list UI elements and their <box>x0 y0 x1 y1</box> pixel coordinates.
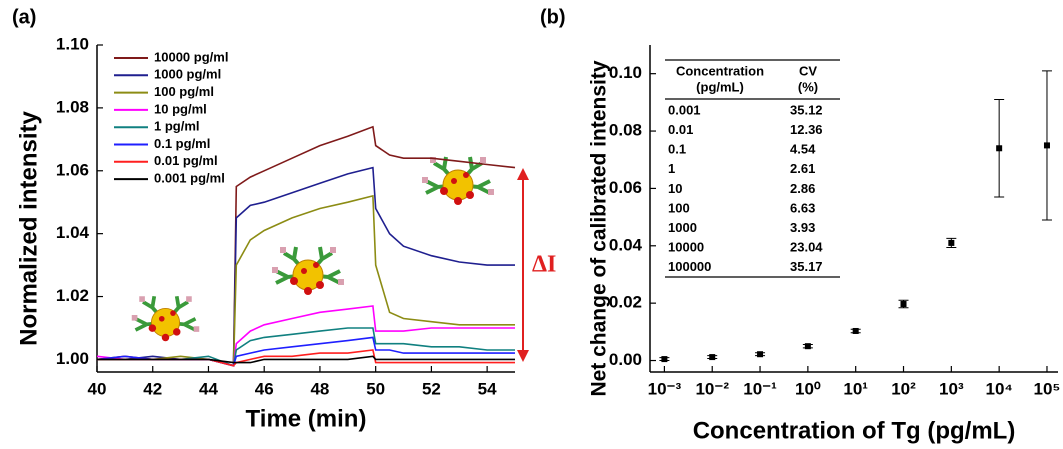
table-cell: 0.01 <box>668 122 693 137</box>
y-tick-label: 0.08 <box>609 121 642 140</box>
x-tick-label: 10² <box>891 379 916 398</box>
table-cell: 0.1 <box>668 142 686 157</box>
point <box>900 301 907 308</box>
legend-label: 100 pg/ml <box>154 84 214 99</box>
table-header: Concentration <box>676 63 764 78</box>
x-tick-label: 10¹ <box>843 379 868 398</box>
legend-label: 0.001 pg/ml <box>154 171 225 186</box>
table-header: CV <box>799 63 817 78</box>
table-cell: 1 <box>668 161 675 176</box>
series-line <box>97 355 515 364</box>
delta-arrow <box>517 168 529 362</box>
point <box>1043 142 1050 149</box>
point <box>852 327 859 334</box>
table-header: (pg/mL) <box>696 79 744 94</box>
x-tick-label: 42 <box>143 379 162 398</box>
point <box>948 239 955 246</box>
x-tick-label: 44 <box>199 379 218 398</box>
table-cell: 0.001 <box>668 102 701 117</box>
x-tick-label: 52 <box>422 379 441 398</box>
x-tick-label: 10⁻¹ <box>743 379 777 398</box>
y-tick-label: 1.06 <box>56 160 89 179</box>
point <box>661 356 668 363</box>
x-tick-label: 10⁻³ <box>648 379 682 398</box>
y-tick-label: 1.00 <box>56 349 89 368</box>
table-cell: 6.63 <box>790 200 815 215</box>
legend-label: 0.1 pg/ml <box>154 136 210 151</box>
table-cell: 23.04 <box>790 240 823 255</box>
table-cell: 35.12 <box>790 102 823 117</box>
y-tick-label: 0.10 <box>609 63 642 82</box>
x-tick-label: 10⁰ <box>795 379 821 398</box>
table-cell: 10000 <box>668 240 704 255</box>
x-tick-label: 10⁵ <box>1034 379 1061 398</box>
probe-cartoon <box>270 245 346 297</box>
y-tick-label: 0.02 <box>609 293 642 312</box>
point <box>804 343 811 350</box>
table-cell: 100 <box>668 200 690 215</box>
table-cell: 2.61 <box>790 161 815 176</box>
table-cell: 4.54 <box>790 142 816 157</box>
series-line <box>96 336 515 367</box>
y-tick-label: 1.04 <box>56 223 90 242</box>
x-tick-label: 40 <box>88 379 107 398</box>
probe-cartoon <box>129 294 202 344</box>
y-tick-label: 1.02 <box>56 286 89 305</box>
y-tick-label: 1.10 <box>56 34 89 53</box>
panel-label: (a) <box>12 6 36 28</box>
table-cell: 12.36 <box>790 122 823 137</box>
annotation: ΔI <box>532 252 556 278</box>
legend-label: 1 pg/ml <box>154 119 200 134</box>
table-cell: 1000 <box>668 220 697 235</box>
y-tick-label: 0.06 <box>609 178 642 197</box>
x-tick-label: 46 <box>255 379 274 398</box>
legend-label: 10 pg/ml <box>154 101 207 116</box>
x-tick-label: 10⁴ <box>985 379 1012 398</box>
x-tick-label: 50 <box>366 379 385 398</box>
legend-label: 10000 pg/ml <box>154 49 228 64</box>
table-cell: 10 <box>668 181 682 196</box>
y-tick-label: 0.00 <box>609 350 642 369</box>
table-cell: 2.86 <box>790 181 815 196</box>
series-line <box>97 194 515 367</box>
x-axis-title: Time (min) <box>246 405 367 432</box>
panel-label: (b) <box>540 6 566 28</box>
y-axis-title: Normalized intensity <box>15 110 42 345</box>
legend-label: 1000 pg/ml <box>154 67 221 82</box>
table-cell: 100000 <box>668 259 711 274</box>
x-axis-title: Concentration of Tg (pg/mL) <box>693 417 1016 444</box>
table-cell: 35.17 <box>790 259 823 274</box>
table-cell: 3.93 <box>790 220 815 235</box>
point <box>996 145 1003 152</box>
y-tick-label: 1.08 <box>56 97 89 116</box>
x-tick-label: 10³ <box>939 379 964 398</box>
point <box>709 354 716 361</box>
x-tick-label: 48 <box>310 379 329 398</box>
x-tick-label: 54 <box>478 379 497 398</box>
point <box>757 351 764 358</box>
y-axis-title: Net change of calibrated intensity <box>588 60 611 396</box>
y-tick-label: 0.04 <box>609 235 643 254</box>
table-header: (%) <box>798 79 818 94</box>
x-tick-label: 10⁻² <box>695 379 729 398</box>
legend-label: 0.01 pg/ml <box>154 153 218 168</box>
